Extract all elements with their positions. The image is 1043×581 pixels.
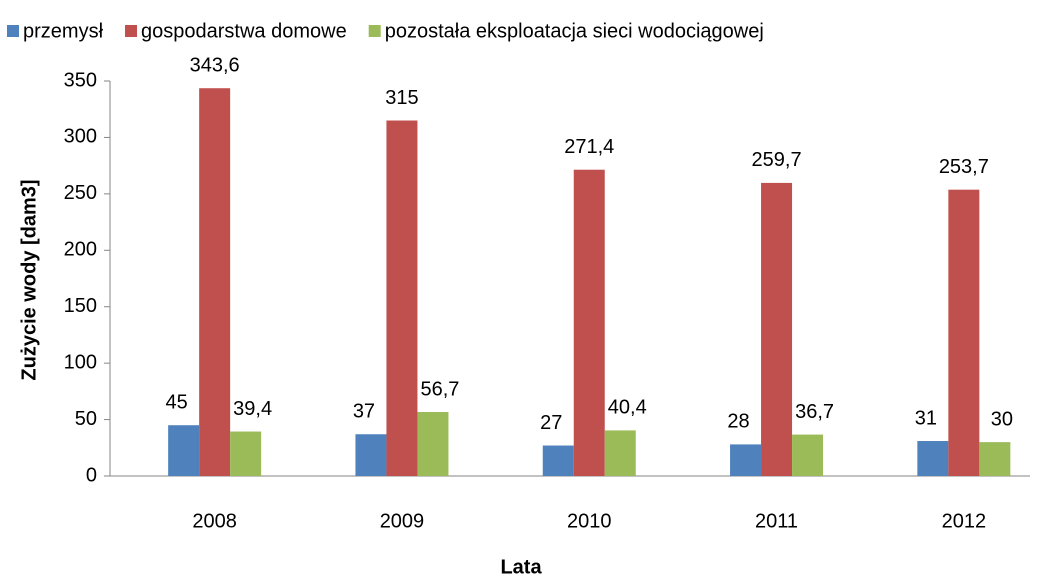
bar xyxy=(417,412,449,476)
data-label: 271,4 xyxy=(564,136,614,158)
y-tick-label: 0 xyxy=(86,464,97,486)
x-tick-label: 2012 xyxy=(942,510,987,532)
y-axis-title: Zużycie wody [dam3] xyxy=(18,179,40,380)
bar xyxy=(979,442,1011,476)
bar xyxy=(355,434,387,476)
y-tick-label: 100 xyxy=(64,351,97,373)
data-label: 56,7 xyxy=(420,378,459,400)
legend-swatch xyxy=(7,25,19,37)
y-tick-label: 200 xyxy=(64,239,97,261)
data-label: 40,4 xyxy=(608,397,647,419)
data-label: 28 xyxy=(727,411,749,433)
bar xyxy=(730,444,762,476)
y-tick-label: 150 xyxy=(64,295,97,317)
bar xyxy=(792,434,824,476)
x-tick-label: 2008 xyxy=(192,510,237,532)
y-tick-label: 350 xyxy=(64,69,97,91)
bar xyxy=(761,182,793,476)
bar xyxy=(604,430,636,476)
bar xyxy=(230,431,262,476)
bar xyxy=(199,88,231,477)
data-label: 343,6 xyxy=(190,55,240,77)
bar xyxy=(168,425,200,476)
data-label: 36,7 xyxy=(795,401,834,423)
bar xyxy=(542,445,574,476)
data-label: 45 xyxy=(166,391,188,413)
x-axis-title: Lata xyxy=(500,556,542,578)
bar xyxy=(386,120,418,476)
x-tick-label: 2011 xyxy=(755,510,798,532)
legend-label: przemysł xyxy=(23,20,104,42)
data-label: 27 xyxy=(540,412,562,434)
bar xyxy=(917,441,949,476)
data-label: 37 xyxy=(353,401,375,423)
y-tick-label: 300 xyxy=(64,126,97,148)
data-label: 315 xyxy=(385,87,418,109)
data-label: 31 xyxy=(915,407,937,429)
y-tick-label: 250 xyxy=(64,182,97,204)
data-label: 39,4 xyxy=(233,398,272,420)
x-tick-label: 2009 xyxy=(380,510,425,532)
bar xyxy=(948,189,980,476)
bar xyxy=(573,169,605,476)
data-label: 30 xyxy=(991,408,1013,430)
data-label: 259,7 xyxy=(752,149,802,171)
data-label: 253,7 xyxy=(939,156,989,178)
y-tick-label: 50 xyxy=(75,408,97,430)
legend-swatch xyxy=(125,25,138,37)
legend-label: gospodarstwa domowe xyxy=(141,20,347,42)
legend-swatch xyxy=(368,25,381,37)
x-tick-label: 2010 xyxy=(567,510,612,532)
legend-label: pozostała eksploatacja sieci wodociągowe… xyxy=(385,20,764,42)
